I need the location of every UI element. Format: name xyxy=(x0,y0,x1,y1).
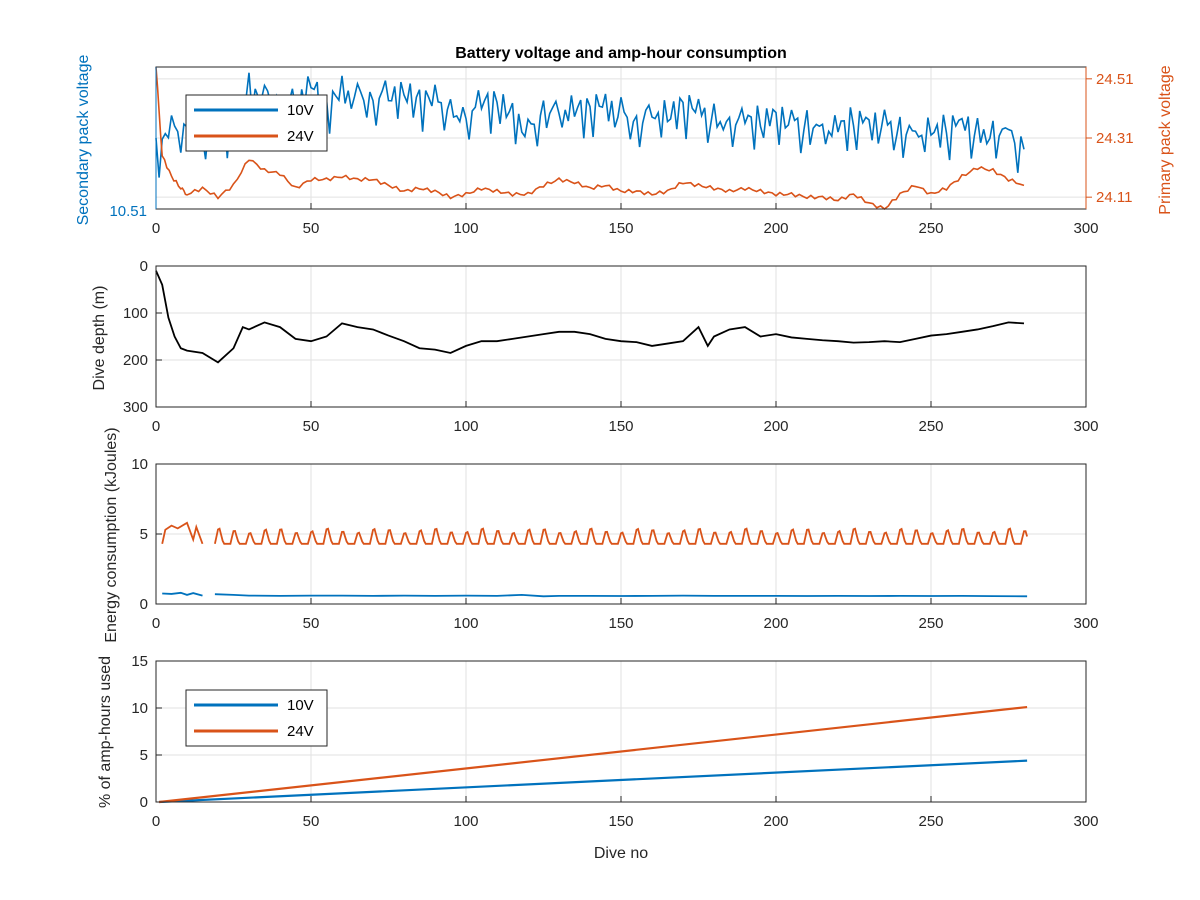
x-tick-label: 100 xyxy=(453,615,478,632)
primary-pack-voltage-label: Primary pack voltage xyxy=(1157,65,1174,214)
amp-hours-axis-label: % of amp-hours used xyxy=(97,656,114,808)
panel-4-x-ticks: 0 50 100 150 200 250 300 xyxy=(152,796,1099,830)
series-line-24V xyxy=(158,705,1028,804)
y-tick-label: 10 xyxy=(131,700,148,717)
x-tick-label: 300 xyxy=(1073,813,1098,830)
x-tick-label: 250 xyxy=(918,220,943,237)
legend-10v-label: 10V xyxy=(287,102,314,119)
legend-10v-label: 10V xyxy=(287,697,314,714)
y-tick-label: 100 xyxy=(123,305,148,322)
figure-title: Battery voltage and amp-hour consumption xyxy=(455,45,787,62)
x-tick-label: 100 xyxy=(453,220,478,237)
panel-2-y-ticks: 0 100 200 300 xyxy=(123,258,162,416)
x-tick-label: 0 xyxy=(152,813,160,830)
y-tick-label: 5 xyxy=(140,747,148,764)
series-line-10V-segment-1 xyxy=(214,593,1028,598)
x-tick-label: 50 xyxy=(303,418,320,435)
panel-battery-voltage: 0 50 100 150 200 250 300 24.11 24.31 24.51 Secon… xyxy=(75,55,1174,237)
right-y-tick-label: 24.11 xyxy=(1096,189,1132,206)
x-tick-label: 50 xyxy=(303,615,320,632)
x-tick-label: 200 xyxy=(763,418,788,435)
y-tick-label: 300 xyxy=(123,399,148,416)
panel-1-x-ticks: 0 50 100 150 200 250 300 xyxy=(152,203,1099,237)
legend-24v-label: 24V xyxy=(287,723,314,740)
x-tick-label: 300 xyxy=(1073,615,1098,632)
legend-box xyxy=(185,94,328,152)
panel-3-x-ticks: 0 50 100 150 200 250 300 xyxy=(152,598,1099,632)
x-tick-label: 150 xyxy=(608,220,633,237)
y-tick-label: 0 xyxy=(140,258,148,275)
series-line-24V xyxy=(155,66,1025,211)
legend-box xyxy=(185,689,328,747)
series-line-24V-segment-1 xyxy=(214,527,1028,545)
panel-1-legend: 10V 24V xyxy=(185,94,328,152)
x-tick-label: 250 xyxy=(918,615,943,632)
panel-2-plot-area xyxy=(155,270,1025,364)
y-tick-label: 200 xyxy=(123,352,148,369)
y-tick-label: 10 xyxy=(131,456,148,473)
x-tick-label: 0 xyxy=(152,220,160,237)
x-tick-label: 150 xyxy=(608,813,633,830)
y-tick-label: 5 xyxy=(140,526,148,543)
x-tick-label: 100 xyxy=(453,418,478,435)
x-tick-label: 200 xyxy=(763,813,788,830)
panel-dive-depth: 0 50 100 150 200 250 300 0 100 200 300 Dive depth… xyxy=(91,258,1099,435)
x-tick-label: 200 xyxy=(763,615,788,632)
x-tick-label: 250 xyxy=(918,813,943,830)
y-tick-label: 0 xyxy=(140,794,148,811)
right-y-tick-label: 24.51 xyxy=(1096,71,1134,88)
energy-consumption-axis-label: Energy consumption (kJoules) xyxy=(103,427,120,642)
y-tick-label: 15 xyxy=(131,653,148,670)
right-y-tick-label: 24.31 xyxy=(1096,130,1134,147)
dive-depth-axis-label: Dive depth (m) xyxy=(91,286,108,391)
legend-24v-label: 24V xyxy=(287,128,314,145)
x-tick-label: 0 xyxy=(152,418,160,435)
series-line-24V-segment-0 xyxy=(161,521,204,545)
series-line-10V xyxy=(159,759,1028,804)
panel-4-legend: 10V 24V xyxy=(185,689,328,747)
x-tick-label: 300 xyxy=(1073,220,1098,237)
y-tick-label: 0 xyxy=(140,596,148,613)
x-tick-label: 0 xyxy=(152,615,160,632)
x-tick-label: 100 xyxy=(453,813,478,830)
panel-3-y-ticks: 0 5 10 xyxy=(131,456,162,613)
secondary-pack-voltage-tick: 10.51 xyxy=(109,203,147,220)
panel-1-y-ticks: 24.11 24.31 24.51 xyxy=(155,67,1134,209)
series-line-depth xyxy=(155,270,1025,364)
x-tick-label: 150 xyxy=(608,615,633,632)
panel-4-y-ticks: 0 5 10 15 xyxy=(131,653,162,811)
x-tick-label: 150 xyxy=(608,418,633,435)
x-tick-label: 250 xyxy=(918,418,943,435)
panel-2-grid xyxy=(156,266,1086,407)
x-tick-label: 200 xyxy=(763,220,788,237)
panel-amp-hours-used: 0 50 100 150 200 250 300 0 5 10 15 % of amp-hours… xyxy=(97,653,1099,862)
x-tick-label: 300 xyxy=(1073,418,1098,435)
x-tick-label: 50 xyxy=(303,813,320,830)
panel-4-plot-area xyxy=(158,705,1028,804)
panel-2-x-ticks: 0 50 100 150 200 250 300 xyxy=(152,401,1099,435)
panel-energy-consumption: 0 50 100 150 200 250 300 0 5 10 Energy consumpti… xyxy=(103,427,1099,642)
x-tick-label: 50 xyxy=(303,220,320,237)
secondary-pack-voltage-label: Secondary pack voltage xyxy=(75,55,92,226)
x-axis-label: Dive no xyxy=(594,845,648,862)
panel-3-plot-area xyxy=(161,521,1028,598)
series-line-10V-segment-0 xyxy=(162,591,203,597)
